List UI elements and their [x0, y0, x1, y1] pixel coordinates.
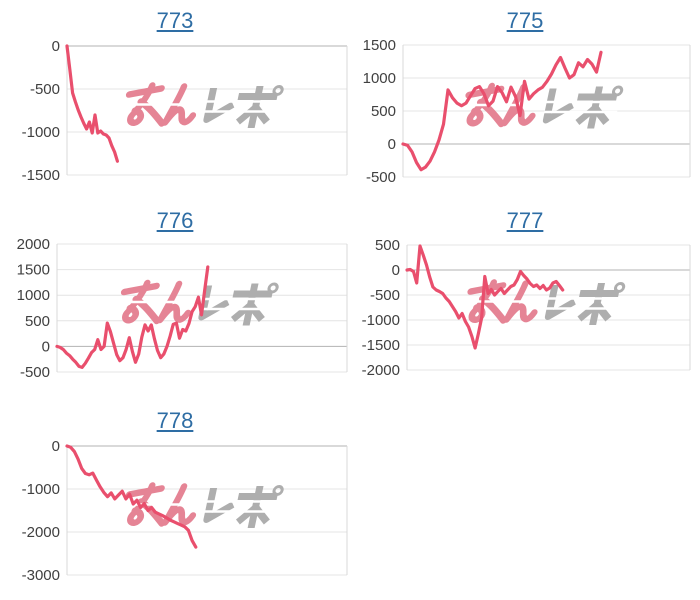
- gridlines: [403, 44, 690, 178]
- chart-canvas-773: 0 -500 -1000 -1500: [22, 38, 348, 184]
- chart-title-link-775[interactable]: 775: [506, 8, 544, 33]
- y-axis-labels: 0 -1000 -2000 -3000: [22, 438, 60, 584]
- y-tick-label: -3000: [22, 567, 60, 584]
- y-tick-label: 0: [388, 136, 396, 153]
- y-tick-label: -1000: [362, 312, 400, 329]
- chart-title-link-778[interactable]: 778: [156, 408, 194, 433]
- y-tick-label: -1500: [22, 167, 60, 184]
- minrepo-watermark-logo: [123, 482, 284, 528]
- chart-canvas-775: 1500 1000 500 0 -500: [363, 37, 691, 186]
- y-tick-label: 1500: [363, 37, 396, 54]
- y-tick-label: -500: [20, 364, 50, 381]
- profit-line: [65, 44, 120, 163]
- y-tick-label: -500: [366, 169, 396, 186]
- profit-line: [55, 265, 210, 369]
- y-tick-label: -2000: [22, 524, 60, 541]
- y-axis-labels: 500 0 -500 -1000 -1500 -2000: [362, 237, 400, 379]
- chart-canvas-776: 2000 1500 1000 500 0 -500: [17, 236, 348, 381]
- gridlines: [67, 45, 347, 176]
- y-tick-label: 0: [52, 438, 60, 455]
- y-tick-label: -1000: [22, 481, 60, 498]
- chart-cell-775: 1500 1000 500 0 -500 775: [350, 0, 700, 200]
- profit-line: [405, 244, 565, 350]
- y-axis-labels: 2000 1500 1000 500 0 -500: [17, 236, 50, 381]
- chart-cell-773: 0 -500 -1000 -1500 773: [0, 0, 350, 200]
- gridlines: [67, 445, 347, 576]
- y-tick-label: -500: [30, 81, 60, 98]
- chart-title-link-773[interactable]: 773: [156, 8, 194, 33]
- y-tick-label: 500: [25, 313, 50, 330]
- y-tick-label: 1000: [17, 287, 50, 304]
- minrepo-watermark-logo: [123, 82, 284, 128]
- y-tick-label: 1500: [17, 262, 50, 279]
- chart-canvas-778: 0 -1000 -2000 -3000: [22, 438, 348, 584]
- y-axis-labels: 1500 1000 500 0 -500: [363, 37, 396, 186]
- chart-cell-776: 2000 1500 1000 500 0 -500 776: [0, 200, 350, 400]
- profit-line: [401, 50, 603, 172]
- y-tick-label: 500: [375, 237, 400, 254]
- y-tick-label: -500: [370, 287, 400, 304]
- chart-title-link-776[interactable]: 776: [156, 208, 194, 233]
- y-tick-label: 500: [371, 103, 396, 120]
- y-tick-label: 0: [42, 338, 50, 355]
- chart-canvas-777: 500 0 -500 -1000 -1500 -2000: [362, 237, 691, 379]
- minrepo-watermark-logo: [463, 82, 624, 129]
- y-tick-label: 1000: [363, 70, 396, 87]
- minrepo-watermark-logo: [118, 279, 279, 326]
- y-tick-label: 0: [392, 262, 400, 279]
- profit-line: [65, 444, 198, 549]
- chart-cell-778: 0 -1000 -2000 -3000 778: [0, 400, 350, 600]
- y-tick-label: 0: [52, 38, 60, 55]
- y-tick-label: -1000: [22, 124, 60, 141]
- y-axis-labels: 0 -500 -1000 -1500: [22, 38, 60, 184]
- y-tick-label: 2000: [17, 236, 50, 253]
- chart-cell-777: 500 0 -500 -1000 -1500 -2000 777: [350, 200, 700, 400]
- y-tick-label: -2000: [362, 362, 400, 379]
- chart-title-link-777[interactable]: 777: [506, 208, 544, 233]
- y-tick-label: -1500: [362, 337, 400, 354]
- gridlines: [407, 244, 690, 371]
